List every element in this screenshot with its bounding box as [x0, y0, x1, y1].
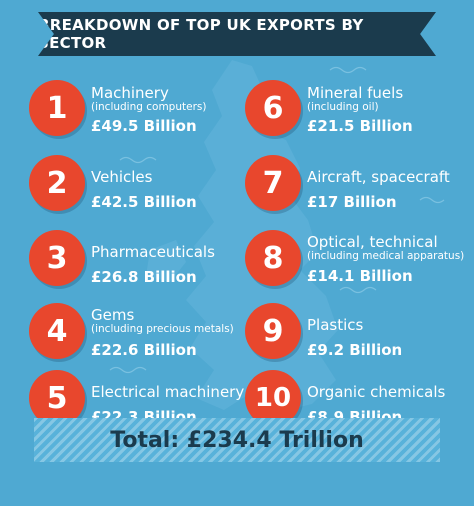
sector-subtitle: (including medical apparatus) [307, 250, 465, 262]
rank-badge: 6 [245, 80, 301, 136]
export-item-3: 3 Pharmaceuticals £26.8 Billion [29, 230, 259, 290]
rank-badge: 9 [245, 303, 301, 359]
sector-name: Vehicles [91, 168, 153, 186]
page-title: BREAKDOWN OF TOP UK EXPORTS BY SECTOR [38, 16, 364, 52]
rank-badge: 7 [245, 155, 301, 211]
sector-subtitle: (including oil) [307, 101, 379, 113]
export-item-7: 7 Aircraft, spacecraft £17 Billion [245, 155, 474, 215]
title-banner: BREAKDOWN OF TOP UK EXPORTS BY SECTOR [38, 12, 436, 56]
rank-number: 8 [262, 240, 284, 276]
rank-number: 7 [262, 165, 284, 201]
export-value: £9.2 Billion [307, 341, 403, 359]
rank-badge: 10 [245, 370, 301, 426]
sector-name: Gems [91, 306, 135, 324]
rank-number: 4 [46, 313, 68, 349]
sector-name: Aircraft, spacecraft [307, 168, 450, 186]
rank-badge: 3 [29, 230, 85, 286]
rank-number: 2 [46, 165, 68, 201]
export-value: £21.5 Billion [307, 117, 413, 135]
rank-badge: 2 [29, 155, 85, 211]
rank-number: 5 [46, 380, 68, 416]
sector-name: Optical, technical [307, 233, 438, 251]
sector-name: Electrical machinery [91, 383, 245, 401]
export-value: £49.5 Billion [91, 117, 197, 135]
export-value: £14.1 Billion [307, 267, 413, 285]
sector-name: Organic chemicals [307, 383, 446, 401]
rank-number: 9 [262, 313, 284, 349]
rank-number: 3 [46, 240, 68, 276]
rank-badge: 1 [29, 80, 85, 136]
export-item-4: 4 Gems (including precious metals) £22.6… [29, 303, 259, 363]
sector-name: Pharmaceuticals [91, 243, 215, 261]
rank-number: 10 [254, 383, 292, 413]
sector-subtitle: (including precious metals) [91, 323, 234, 335]
export-item-6: 6 Mineral fuels (including oil) £21.5 Bi… [245, 80, 474, 140]
rank-badge: 4 [29, 303, 85, 359]
export-value: £22.6 Billion [91, 341, 197, 359]
export-value: £17 Billion [307, 193, 397, 211]
export-value: £42.5 Billion [91, 193, 197, 211]
rank-badge: 8 [245, 230, 301, 286]
sector-name: Mineral fuels [307, 84, 404, 102]
total-banner: Total: £234.4 Trillion [34, 418, 440, 462]
sector-name: Machinery [91, 84, 169, 102]
export-item-9: 9 Plastics £9.2 Billion [245, 303, 474, 363]
total-value: Total: £234.4 Trillion [110, 427, 364, 453]
rank-badge: 5 [29, 370, 85, 426]
export-item-2: 2 Vehicles £42.5 Billion [29, 155, 259, 215]
sector-name: Plastics [307, 316, 364, 334]
export-item-1: 1 Machinery (including computers) £49.5 … [29, 80, 259, 140]
export-item-8: 8 Optical, technical (including medical … [245, 230, 474, 290]
rank-number: 6 [262, 90, 284, 126]
rank-number: 1 [46, 90, 68, 126]
sector-subtitle: (including computers) [91, 101, 207, 113]
export-value: £26.8 Billion [91, 268, 197, 286]
